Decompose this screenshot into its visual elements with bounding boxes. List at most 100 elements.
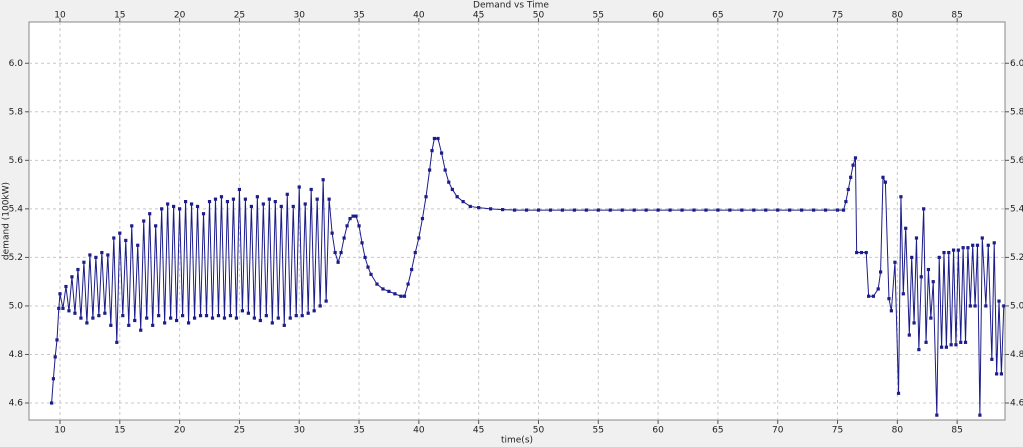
data-point <box>978 413 982 417</box>
x-tick-label-top: 85 <box>951 11 962 21</box>
data-point <box>252 316 256 320</box>
data-point <box>339 250 343 255</box>
data-point <box>306 311 310 315</box>
data-point <box>881 175 885 179</box>
data-point <box>213 197 218 201</box>
data-point <box>282 323 286 327</box>
data-point <box>1002 304 1005 308</box>
data-point <box>154 224 158 228</box>
data-point <box>961 246 965 250</box>
data-point <box>935 413 939 417</box>
y-tick-label-right: 5.0 <box>1010 301 1023 311</box>
data-point <box>333 250 337 255</box>
x-tick-label: 15 <box>114 426 125 436</box>
data-point <box>142 219 146 223</box>
x-tick-label-top: 70 <box>772 11 784 21</box>
y-tick-label: 5.6 <box>9 156 24 166</box>
x-tick-label: 30 <box>294 426 306 436</box>
data-point <box>53 355 57 359</box>
data-point <box>949 343 953 347</box>
data-point <box>130 224 134 228</box>
data-point <box>716 208 720 212</box>
data-point <box>88 253 92 257</box>
data-point <box>67 309 71 313</box>
data-point <box>219 195 224 199</box>
data-point <box>345 224 349 228</box>
x-tick-label-top: 65 <box>712 11 723 21</box>
data-point <box>58 292 62 296</box>
data-point <box>986 243 990 247</box>
data-point <box>947 250 951 255</box>
y-tick-label: 5.8 <box>9 107 24 117</box>
x-tick-label-top: 10 <box>54 11 66 21</box>
data-point <box>461 199 465 204</box>
data-point <box>103 311 107 315</box>
data-point <box>264 314 268 318</box>
data-point <box>109 323 113 327</box>
data-point <box>324 299 328 303</box>
data-point <box>369 272 373 276</box>
data-point <box>100 250 104 255</box>
data-point <box>668 208 672 212</box>
x-tick-label-top: 25 <box>234 11 245 21</box>
x-tick-label: 60 <box>652 426 664 436</box>
data-point <box>990 357 994 361</box>
data-point <box>225 199 230 204</box>
data-point <box>351 214 355 218</box>
data-point <box>455 195 459 199</box>
data-point <box>381 287 385 291</box>
data-point <box>267 197 271 201</box>
data-point <box>596 208 600 212</box>
data-point <box>309 187 313 192</box>
data-point <box>417 236 421 240</box>
data-point <box>133 318 137 323</box>
data-point <box>231 197 236 201</box>
data-point <box>106 253 110 257</box>
data-point <box>999 372 1004 376</box>
data-point <box>468 204 472 209</box>
data-point <box>656 208 660 212</box>
data-point <box>443 168 447 172</box>
x-tick-label-top: 40 <box>413 11 425 21</box>
x-tick-label: 80 <box>892 426 904 436</box>
data-point <box>70 275 74 279</box>
data-point <box>940 345 944 349</box>
data-point <box>279 204 283 209</box>
data-point <box>997 299 1001 303</box>
x-tick-label: 70 <box>772 426 784 436</box>
data-point <box>145 316 149 320</box>
data-point <box>922 207 926 211</box>
data-point <box>644 208 648 212</box>
data-point <box>728 208 732 212</box>
data-point <box>342 236 346 240</box>
data-point <box>764 208 768 212</box>
data-point <box>228 314 233 318</box>
data-point <box>315 197 319 201</box>
data-point <box>57 306 61 310</box>
data-point <box>560 208 564 212</box>
data-point <box>692 208 696 212</box>
data-point <box>399 294 403 298</box>
data-point <box>899 195 903 199</box>
y-tick-label-right: 5.4 <box>1010 204 1023 214</box>
data-point <box>192 316 197 320</box>
x-tick-label: 40 <box>413 426 425 436</box>
data-point <box>363 255 367 260</box>
data-point <box>172 204 176 209</box>
data-point <box>300 314 304 318</box>
data-point <box>118 231 122 235</box>
data-point <box>937 255 941 260</box>
y-tick-label: 6.0 <box>9 59 24 69</box>
data-point <box>276 316 280 320</box>
data-point <box>97 314 101 318</box>
data-point <box>489 207 493 211</box>
data-point <box>680 208 684 212</box>
data-point <box>85 321 89 325</box>
data-point <box>112 236 116 240</box>
data-point <box>321 178 325 182</box>
data-point <box>327 197 331 201</box>
data-point <box>91 316 95 320</box>
data-point <box>812 208 816 212</box>
data-point <box>968 304 972 308</box>
